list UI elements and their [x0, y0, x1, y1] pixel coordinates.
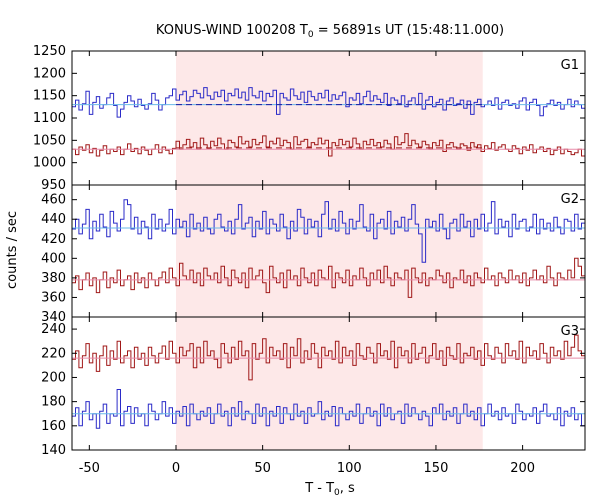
y-tick-label: 1200 [33, 66, 66, 81]
y-tick-label: 180 [41, 395, 66, 410]
y-axis-label: counts / sec [5, 211, 20, 289]
y-tick-label: 1150 [33, 89, 66, 104]
panel-label-g3: G3 [561, 324, 579, 339]
panel-g2: 340 360 380 400 420 440 460 G2 [41, 184, 586, 325]
y-tick-label: 400 [41, 251, 66, 266]
y-tick-label: 1250 [33, 44, 66, 59]
chart-title-main: KONUS-WIND 100208 T [156, 23, 308, 38]
x-axis-label-sub: 0 [334, 488, 340, 498]
panel-g1: 950 1000 1050 1100 1150 1200 1250 G1 [33, 44, 586, 193]
shaded-interval [175, 317, 483, 450]
x-axis-label-main: T - T [304, 481, 334, 496]
y-tick-label: 380 [41, 271, 66, 286]
x-tick-label: 0 [172, 461, 180, 476]
panel-g3: 140 160 180 200 220 240 G3 [41, 316, 586, 458]
series-1-line [72, 199, 585, 263]
x-tick-label: 100 [337, 461, 362, 476]
y-tick-label: 360 [41, 290, 66, 305]
y-tick-label: 220 [41, 346, 66, 361]
series-1-line [72, 87, 585, 118]
shaded-interval [175, 51, 483, 185]
chart-title-rest: = 56891s UT (15:48:11.000) [314, 23, 504, 38]
panel-frame [71, 316, 586, 451]
y-tick-label: 200 [41, 370, 66, 385]
y-tick-label: 340 [41, 310, 66, 325]
x-tick-label: 200 [510, 461, 535, 476]
x-axis-label-rest: , s [340, 481, 355, 496]
y-tick-label: 140 [41, 443, 66, 458]
series-2-line [72, 257, 585, 298]
y-tick-label: 160 [41, 419, 66, 434]
x-tick-label: 50 [254, 461, 271, 476]
chart-title-sub: 0 [308, 30, 314, 40]
panels: 950 1000 1050 1100 1150 1200 1250 G1 340 360 380 40… [33, 44, 586, 458]
series-1-line [72, 334, 585, 381]
y-tick-label: 240 [41, 322, 66, 337]
chart-title: KONUS-WIND 100208 T0 = 56891s UT (15:48:… [156, 23, 504, 40]
x-tick-label: 150 [424, 461, 449, 476]
y-tick-label: 420 [41, 232, 66, 247]
y-tick-label: 1050 [33, 133, 66, 148]
panel-label-g2: G2 [561, 192, 579, 207]
title-group: KONUS-WIND 100208 T0 = 56891s UT (15:48:… [156, 23, 504, 40]
shaded-interval [175, 185, 483, 317]
x-tick-label: -50 [79, 461, 100, 476]
panel-label-g1: G1 [561, 58, 579, 73]
y-tick-label: 1000 [33, 156, 66, 171]
x-axis-label: T - T0, s [304, 481, 355, 498]
x-tick-labels: -50 0 50 100 150 200 [79, 461, 535, 476]
y-tick-label: 950 [41, 178, 66, 193]
y-tick-label: 1100 [33, 111, 66, 126]
y-tick-label: 440 [41, 212, 66, 227]
y-tick-label: 460 [41, 193, 66, 208]
